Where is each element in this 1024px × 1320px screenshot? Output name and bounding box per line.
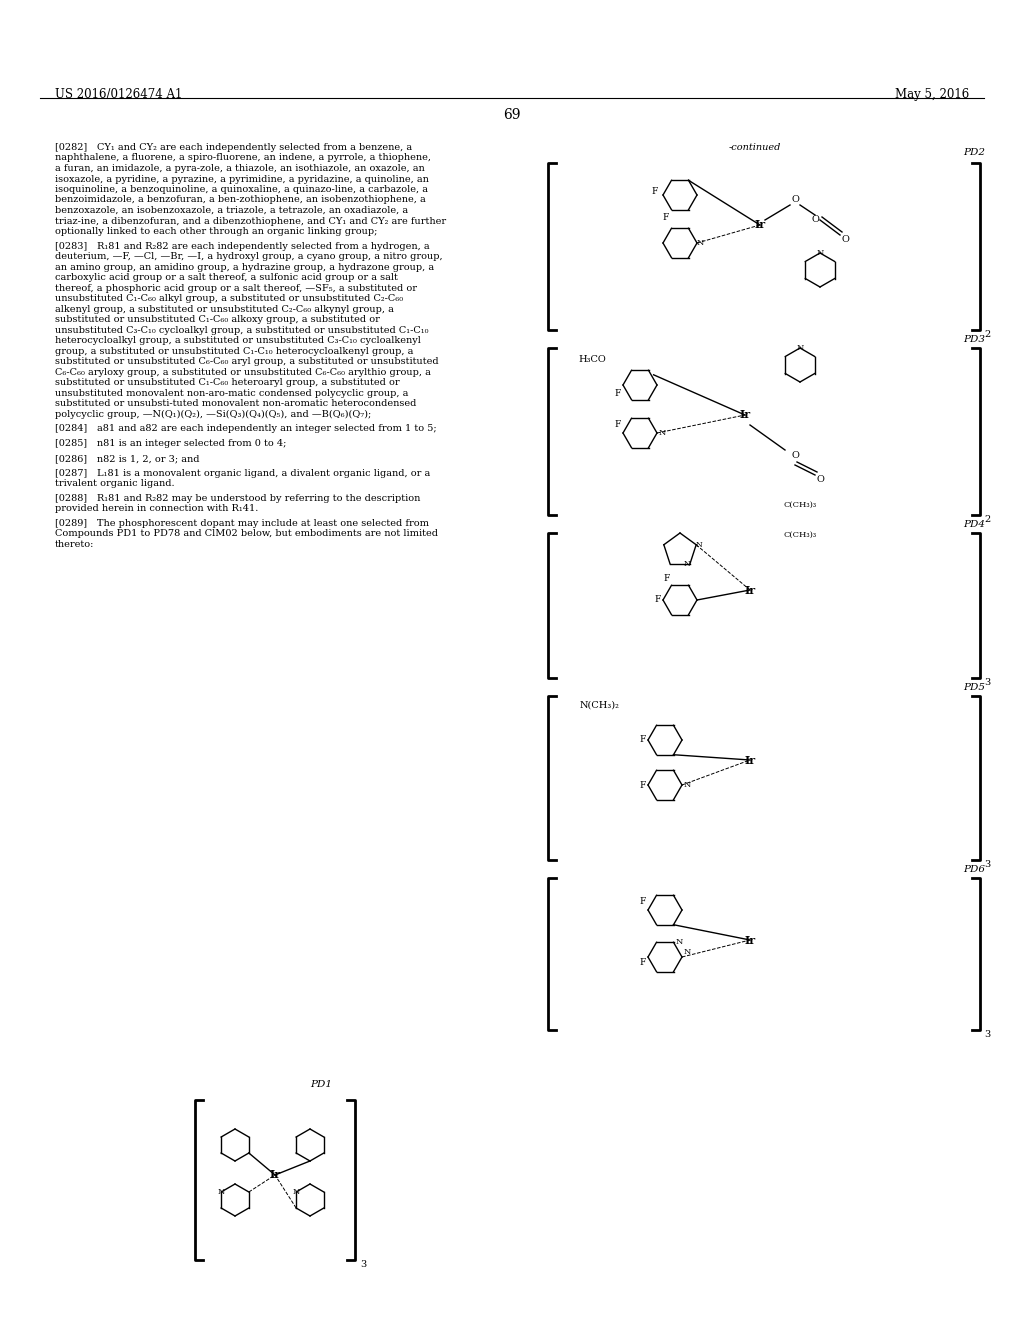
Text: naphthalene, a fluorene, a spiro-fluorene, an indene, a pyrrole, a thiophene,: naphthalene, a fluorene, a spiro-fluoren…: [55, 153, 431, 162]
Text: alkenyl group, a substituted or unsubstituted C₂-C₆₀ alkynyl group, a: alkenyl group, a substituted or unsubsti…: [55, 305, 394, 314]
Text: N(CH₃)₂: N(CH₃)₂: [580, 701, 620, 710]
Text: triaz-ine, a dibenzofuran, and a dibenzothiophene, and CY₁ and CY₂ are further: triaz-ine, a dibenzofuran, and a dibenzo…: [55, 216, 446, 226]
Text: C(CH₃)₃: C(CH₃)₃: [783, 531, 816, 539]
Text: F: F: [614, 389, 621, 399]
Text: unsubstituted C₁-C₆₀ alkyl group, a substituted or unsubstituted C₂-C₆₀: unsubstituted C₁-C₆₀ alkyl group, a subs…: [55, 294, 403, 304]
Text: PD6: PD6: [963, 865, 985, 874]
Text: unsubstituted C₃-C₁₀ cycloalkyl group, a substituted or unsubstituted C₁-C₁₀: unsubstituted C₃-C₁₀ cycloalkyl group, a…: [55, 326, 428, 335]
Text: N: N: [659, 429, 667, 437]
Text: Ir: Ir: [744, 755, 756, 766]
Text: H₃CO: H₃CO: [578, 355, 606, 364]
Text: an amino group, an amidino group, a hydrazine group, a hydrazone group, a: an amino group, an amidino group, a hydr…: [55, 263, 434, 272]
Text: [0282] CY₁ and CY₂ are each independently selected from a benzene, a: [0282] CY₁ and CY₂ are each independentl…: [55, 143, 412, 152]
Text: N: N: [797, 345, 804, 352]
Text: isoxazole, a pyridine, a pyrazine, a pyrimidine, a pyridazine, a quinoline, an: isoxazole, a pyridine, a pyrazine, a pyr…: [55, 174, 429, 183]
Text: heterocycloalkyl group, a substituted or unsubstituted C₃-C₁₀ cycloalkenyl: heterocycloalkyl group, a substituted or…: [55, 337, 421, 346]
Text: 2: 2: [984, 330, 990, 339]
Text: [0286] n82 is 1, 2, or 3; and: [0286] n82 is 1, 2, or 3; and: [55, 454, 200, 463]
Text: F: F: [663, 213, 669, 222]
Text: F: F: [614, 420, 621, 429]
Text: Ir: Ir: [755, 219, 766, 231]
Text: 69: 69: [503, 108, 521, 121]
Text: substituted or unsubstituted C₁-C₆₀ alkoxy group, a substituted or: substituted or unsubstituted C₁-C₆₀ alko…: [55, 315, 380, 325]
Text: N: N: [293, 1188, 300, 1196]
Text: isoquinoline, a benzoquinoline, a quinoxaline, a quinazo-line, a carbazole, a: isoquinoline, a benzoquinoline, a quinox…: [55, 185, 428, 194]
Text: 2: 2: [984, 515, 990, 524]
Text: 3: 3: [360, 1261, 367, 1269]
Text: trivalent organic ligand.: trivalent organic ligand.: [55, 479, 175, 488]
Text: a furan, an imidazole, a pyra-zole, a thiazole, an isothiazole, an oxazole, an: a furan, an imidazole, a pyra-zole, a th…: [55, 164, 425, 173]
Text: N: N: [684, 560, 690, 568]
Text: group, a substituted or unsubstituted C₁-C₁₀ heterocycloalkenyl group, a: group, a substituted or unsubstituted C₁…: [55, 347, 414, 355]
Text: PD3: PD3: [963, 335, 985, 345]
Text: benzoxazole, an isobenzoxazole, a triazole, a tetrazole, an oxadiazole, a: benzoxazole, an isobenzoxazole, a triazo…: [55, 206, 409, 215]
Text: 3: 3: [984, 861, 990, 869]
Text: [0284] a81 and a82 are each independently an integer selected from 1 to 5;: [0284] a81 and a82 are each independentl…: [55, 425, 436, 433]
Text: N: N: [684, 948, 691, 956]
Text: O: O: [792, 195, 799, 205]
Text: Ir: Ir: [269, 1170, 281, 1180]
Text: N: N: [697, 239, 705, 247]
Text: thereof, a phosphoric acid group or a salt thereof, —SF₅, a substituted or: thereof, a phosphoric acid group or a sa…: [55, 284, 417, 293]
Text: substituted or unsubstituted C₁-C₆₀ heteroaryl group, a substituted or: substituted or unsubstituted C₁-C₆₀ hete…: [55, 379, 399, 387]
Text: polycyclic group, —N(Q₁)(Q₂), —Si(Q₃)(Q₄)(Q₅), and —B(Q₆)(Q₇);: polycyclic group, —N(Q₁)(Q₂), —Si(Q₃)(Q₄…: [55, 409, 372, 418]
Text: [0285] n81 is an integer selected from 0 to 4;: [0285] n81 is an integer selected from 0…: [55, 440, 287, 447]
Text: N: N: [684, 781, 691, 789]
Text: optionally linked to each other through an organic linking group;: optionally linked to each other through …: [55, 227, 378, 236]
Text: substituted or unsubstituted C₆-C₆₀ aryl group, a substituted or unsubstituted: substituted or unsubstituted C₆-C₆₀ aryl…: [55, 358, 438, 366]
Text: [0288] R₁81 and R₂82 may be understood by referring to the description: [0288] R₁81 and R₂82 may be understood b…: [55, 494, 421, 503]
Text: Ir: Ir: [739, 409, 751, 421]
Text: [0283] R₁81 and R₂82 are each independently selected from a hydrogen, a: [0283] R₁81 and R₂82 are each independen…: [55, 242, 430, 251]
Text: US 2016/0126474 A1: US 2016/0126474 A1: [55, 88, 182, 102]
Text: Compounds PD1 to PD78 and ClM02 below, but embodiments are not limited: Compounds PD1 to PD78 and ClM02 below, b…: [55, 529, 438, 539]
Text: N: N: [217, 1188, 225, 1196]
Text: unsubstituted monovalent non-aro-matic condensed polycyclic group, a: unsubstituted monovalent non-aro-matic c…: [55, 388, 409, 397]
Text: [0287] L₁81 is a monovalent organic ligand, a divalent organic ligand, or a: [0287] L₁81 is a monovalent organic liga…: [55, 469, 430, 478]
Text: C(CH₃)₃: C(CH₃)₃: [783, 502, 816, 510]
Text: F: F: [640, 957, 646, 966]
Text: C₆-C₆₀ aryloxy group, a substituted or unsubstituted C₆-C₆₀ arylthio group, a: C₆-C₆₀ aryloxy group, a substituted or u…: [55, 368, 431, 376]
Text: F: F: [654, 595, 662, 605]
Text: O: O: [841, 235, 849, 244]
Text: provided herein in connection with R₁41.: provided herein in connection with R₁41.: [55, 504, 258, 513]
Text: 3: 3: [984, 1030, 990, 1039]
Text: PD5: PD5: [963, 682, 985, 692]
Text: F: F: [651, 187, 658, 197]
Text: -continued: -continued: [729, 143, 781, 152]
Text: N: N: [676, 939, 683, 946]
Text: O: O: [816, 475, 824, 484]
Text: deuterium, —F, —Cl, —Br, —I, a hydroxyl group, a cyano group, a nitro group,: deuterium, —F, —Cl, —Br, —I, a hydroxyl …: [55, 252, 442, 261]
Text: O: O: [792, 450, 799, 459]
Text: substituted or unsubsti-tuted monovalent non-aromatic heterocondensed: substituted or unsubsti-tuted monovalent…: [55, 399, 417, 408]
Text: PD2: PD2: [963, 148, 985, 157]
Text: O: O: [811, 215, 819, 224]
Text: May 5, 2016: May 5, 2016: [895, 88, 969, 102]
Text: [0289] The phosphorescent dopant may include at least one selected from: [0289] The phosphorescent dopant may inc…: [55, 519, 429, 528]
Text: F: F: [664, 574, 670, 583]
Text: F: F: [640, 898, 646, 906]
Text: PD1: PD1: [310, 1080, 332, 1089]
Text: Ir: Ir: [744, 935, 756, 945]
Text: F: F: [640, 735, 646, 744]
Text: F: F: [640, 780, 646, 789]
Text: N: N: [695, 541, 702, 549]
Text: N: N: [816, 249, 823, 257]
Text: PD4: PD4: [963, 520, 985, 529]
Text: benzoimidazole, a benzofuran, a ben-zothiophene, an isobenzothiophene, a: benzoimidazole, a benzofuran, a ben-zoth…: [55, 195, 426, 205]
Text: 3: 3: [984, 678, 990, 686]
Text: Ir: Ir: [744, 585, 756, 595]
Text: carboxylic acid group or a salt thereof, a sulfonic acid group or a salt: carboxylic acid group or a salt thereof,…: [55, 273, 398, 282]
Text: thereto:: thereto:: [55, 540, 94, 549]
